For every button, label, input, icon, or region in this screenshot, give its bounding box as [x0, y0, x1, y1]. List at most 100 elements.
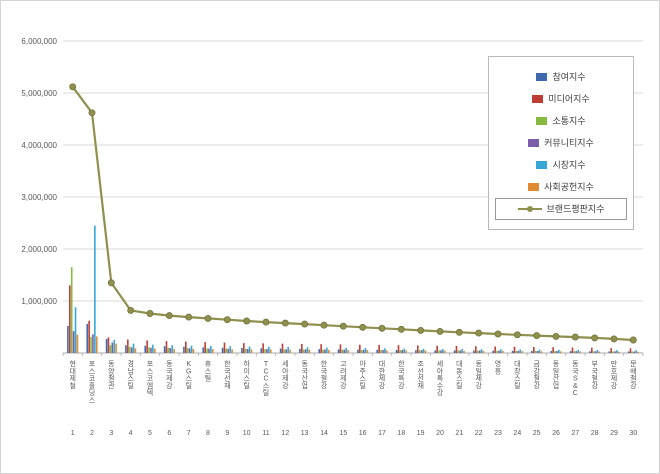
bar-series5-cat4	[134, 348, 137, 353]
bar-series1-cat25	[533, 347, 535, 353]
bar-series3-cat9	[227, 348, 230, 353]
bar-series5-cat14	[327, 349, 330, 353]
bar-series2-cat6	[167, 347, 170, 353]
legend-swatch	[536, 117, 548, 125]
bar-series4-cat27	[577, 349, 579, 353]
line-marker	[281, 319, 289, 327]
bar-series4-cat21	[461, 349, 463, 353]
bar-series5-cat13	[308, 349, 311, 353]
bar-series2-cat19	[418, 350, 421, 353]
bar-series3-cat29	[614, 351, 616, 353]
bar-series0-cat24	[511, 350, 514, 353]
line-marker	[88, 109, 96, 117]
legend-item-5: 사회공헌지수	[493, 176, 629, 198]
line-marker	[455, 328, 463, 336]
bar-series3-cat26	[556, 351, 558, 353]
legend-swatch	[536, 73, 548, 81]
rank-label: 10	[243, 430, 251, 437]
bar-series2-cat26	[554, 351, 556, 353]
bar-series4-cat19	[422, 348, 425, 353]
rank-label: 2	[90, 430, 94, 437]
bar-series0-cat26	[550, 351, 553, 353]
bar-series1-cat5	[146, 340, 148, 353]
bar-series3-cat11	[266, 349, 268, 353]
bar-series3-cat30	[633, 351, 636, 353]
bar-series1-cat17	[378, 344, 380, 353]
rank-label: 3	[109, 430, 113, 437]
line-marker	[533, 332, 541, 340]
rank-label: 15	[339, 430, 347, 437]
legend-item-6: 브랜드평판지수	[495, 198, 627, 220]
bar-series2-cat14	[322, 349, 324, 353]
bar-series5-cat11	[269, 349, 272, 353]
bar-series4-cat30	[635, 350, 637, 353]
bar-series0-cat3	[105, 338, 108, 353]
bar-series0-cat18	[395, 349, 398, 353]
rank-label: 1	[71, 430, 75, 437]
bar-series2-cat10	[244, 348, 247, 353]
bar-series1-cat12	[281, 343, 284, 353]
bar-series5-cat17	[385, 350, 388, 353]
line-marker	[223, 316, 231, 324]
line-marker	[185, 313, 193, 321]
line-marker	[417, 326, 425, 334]
bar-series4-cat4	[132, 343, 135, 353]
bar-series0-cat5	[144, 345, 147, 353]
bar-series5-cat30	[637, 351, 639, 353]
bar-series0-cat30	[627, 351, 630, 353]
legend-line-marker	[526, 206, 533, 212]
rank-label: 9	[225, 430, 229, 437]
bar-series3-cat12	[285, 349, 288, 353]
bar-series4-cat18	[403, 348, 405, 353]
bar-series3-cat23	[498, 350, 500, 353]
bar-series2-cat7	[186, 348, 189, 353]
bar-series5-cat3	[115, 343, 117, 353]
bar-series1-cat24	[513, 346, 516, 353]
bar-series3-cat3	[111, 342, 114, 353]
legend-swatch	[536, 161, 548, 169]
legend-label: 참여지수	[552, 71, 586, 82]
bar-series0-cat14	[318, 349, 321, 353]
bar-series0-cat17	[376, 349, 379, 353]
bar-series0-cat1	[67, 325, 69, 353]
line-marker	[243, 317, 251, 325]
bar-series1-cat15	[339, 344, 342, 353]
bar-series1-cat29	[610, 348, 612, 353]
bar-series4-cat2	[94, 225, 96, 353]
bar-series3-cat24	[517, 350, 520, 353]
bar-series2-cat13	[302, 349, 305, 353]
bar-series1-cat2	[88, 320, 90, 353]
rank-label: 6	[167, 430, 171, 437]
rank-label: 11	[262, 430, 269, 437]
legend-label: 사회공헌지수	[544, 181, 594, 192]
bar-series4-cat10	[248, 346, 251, 353]
bar-series5-cat20	[443, 350, 446, 353]
x-axis-category-label: 동 국 S & C	[572, 360, 579, 397]
rank-label: 19	[417, 430, 425, 437]
line-marker	[127, 306, 135, 314]
bar-series1-cat6	[165, 341, 168, 353]
line-marker	[436, 327, 444, 335]
line-marker	[610, 335, 618, 343]
rank-label: 26	[552, 430, 560, 437]
bar-series3-cat27	[575, 351, 578, 353]
bar-series5-cat8	[211, 349, 214, 353]
bar-series2-cat5	[148, 347, 150, 353]
legend-swatch	[528, 139, 540, 147]
bar-series1-cat21	[455, 345, 458, 353]
bar-series2-cat1	[70, 267, 73, 353]
bar-series0-cat29	[608, 351, 611, 353]
bar-series0-cat8	[202, 347, 205, 353]
bar-series4-cat26	[558, 349, 560, 353]
legend-label: 미디어지수	[548, 93, 590, 104]
bar-series5-cat22	[482, 350, 485, 353]
